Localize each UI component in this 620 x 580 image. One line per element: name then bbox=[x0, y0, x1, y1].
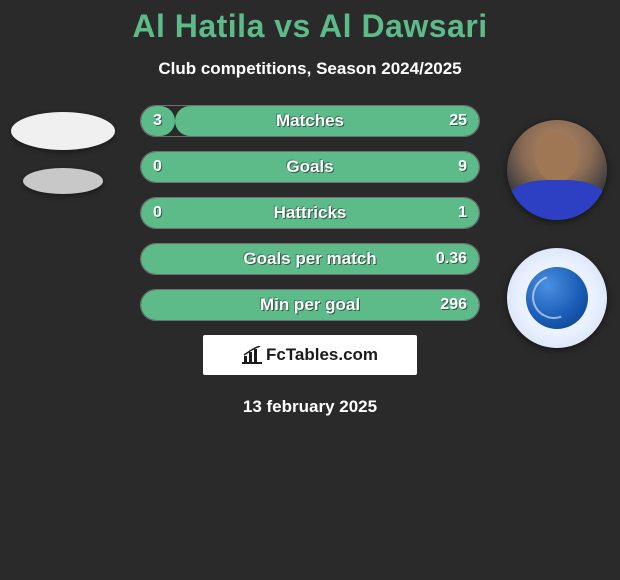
left-player-column bbox=[8, 112, 118, 212]
right-player-avatar bbox=[507, 120, 607, 220]
brand-text: FcTables.com bbox=[266, 345, 378, 365]
page-title: Al Hatila vs Al Dawsari bbox=[0, 8, 620, 45]
stat-row: 09Goals bbox=[140, 151, 480, 183]
stats-bars: 325Matches 09Goals 01Hattricks 0.36Goals pe… bbox=[140, 105, 480, 321]
left-player-avatar-placeholder bbox=[11, 112, 115, 150]
stat-row: 296Min per goal bbox=[140, 289, 480, 321]
left-club-avatar-placeholder bbox=[23, 168, 103, 194]
club-logo-icon bbox=[526, 267, 588, 329]
stat-label: Hattricks bbox=[141, 198, 479, 228]
comparison-card: Al Hatila vs Al Dawsari Club competition… bbox=[0, 0, 620, 445]
date-line: 13 february 2025 bbox=[0, 397, 620, 417]
right-club-avatar bbox=[507, 248, 607, 348]
stat-row: 0.36Goals per match bbox=[140, 243, 480, 275]
subtitle: Club competitions, Season 2024/2025 bbox=[0, 59, 620, 79]
stat-label: Min per goal bbox=[141, 290, 479, 320]
stat-label: Goals per match bbox=[141, 244, 479, 274]
brand-badge[interactable]: FcTables.com bbox=[203, 335, 417, 375]
stat-row: 01Hattricks bbox=[140, 197, 480, 229]
chart-icon bbox=[242, 346, 262, 364]
stat-row: 325Matches bbox=[140, 105, 480, 137]
stat-label: Goals bbox=[141, 152, 479, 182]
right-player-column bbox=[502, 120, 612, 376]
stat-label: Matches bbox=[141, 106, 479, 136]
